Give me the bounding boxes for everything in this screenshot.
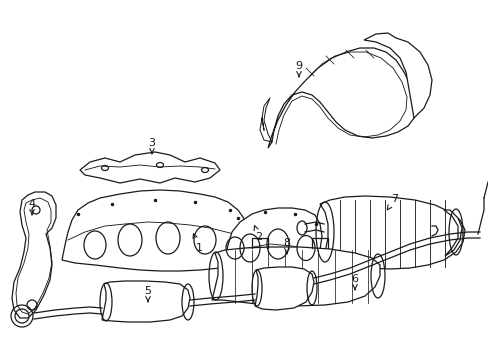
Text: 7: 7 — [386, 194, 398, 210]
Text: 9: 9 — [295, 61, 302, 77]
Polygon shape — [212, 247, 379, 306]
Text: 5: 5 — [144, 286, 151, 302]
Text: 8: 8 — [283, 238, 290, 254]
Polygon shape — [102, 281, 190, 322]
Polygon shape — [254, 267, 313, 310]
Text: 1: 1 — [193, 234, 202, 253]
Polygon shape — [62, 190, 251, 271]
Polygon shape — [222, 208, 321, 283]
Text: 4: 4 — [28, 199, 36, 215]
Polygon shape — [319, 196, 464, 269]
Polygon shape — [12, 192, 56, 318]
Polygon shape — [80, 152, 220, 183]
Polygon shape — [443, 210, 461, 256]
Polygon shape — [267, 48, 415, 148]
Text: 3: 3 — [148, 138, 155, 154]
Text: 2: 2 — [254, 226, 262, 242]
Text: 6: 6 — [351, 274, 358, 290]
Polygon shape — [363, 33, 431, 118]
